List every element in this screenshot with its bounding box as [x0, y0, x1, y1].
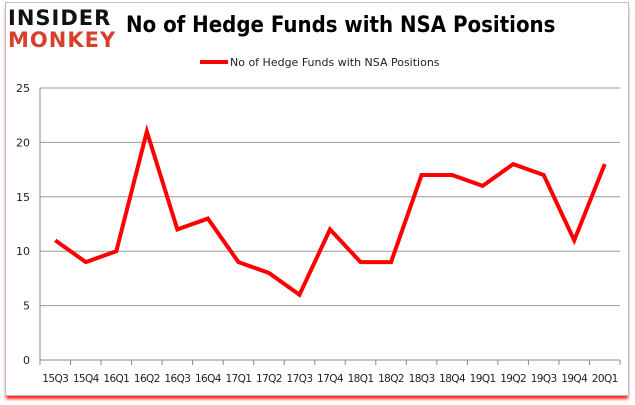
y-tick-label: 25 [16, 82, 30, 95]
x-tick-label: 16Q2 [134, 373, 160, 385]
y-tick-label: 10 [16, 245, 30, 258]
chart-title: No of Hedge Funds with NSA Positions [126, 13, 556, 38]
x-tick-label: 17Q1 [225, 373, 251, 385]
y-tick-label: 0 [23, 354, 30, 367]
x-tick-label: 15Q3 [42, 373, 68, 385]
x-tick-label: 15Q4 [73, 373, 100, 385]
x-tick-label: 16Q4 [195, 373, 222, 385]
x-tick-label: 19Q2 [500, 373, 526, 385]
x-tick-label: 17Q3 [287, 373, 313, 385]
y-tick-label: 20 [16, 136, 30, 149]
x-tick-label: 20Q1 [592, 373, 618, 385]
y-tick-label: 5 [23, 300, 30, 313]
series-line [54, 124, 607, 298]
x-tick-label: 18Q4 [439, 373, 466, 385]
logo-text-bottom: MONKEY [8, 28, 117, 52]
x-tick-label: 16Q3 [164, 373, 190, 385]
logo-text-top: INSIDER [8, 6, 112, 30]
x-tick-label: 19Q1 [470, 373, 496, 385]
x-tick-label: 18Q2 [378, 373, 404, 385]
insider-monkey-logo: INSIDER MONKEY [8, 6, 118, 56]
x-tick-label: 18Q1 [348, 373, 374, 385]
x-tick-label: 17Q4 [317, 373, 344, 385]
x-tick-label: 19Q4 [561, 373, 588, 385]
legend-label: No of Hedge Funds with NSA Positions [230, 56, 440, 69]
x-tick-label: 17Q2 [256, 373, 282, 385]
x-tick-label: 18Q3 [409, 373, 435, 385]
chart-frame [5, 2, 629, 396]
y-tick-label: 15 [16, 191, 30, 204]
x-tick-label: 16Q1 [103, 373, 129, 385]
x-tick-label: 19Q3 [531, 373, 557, 385]
